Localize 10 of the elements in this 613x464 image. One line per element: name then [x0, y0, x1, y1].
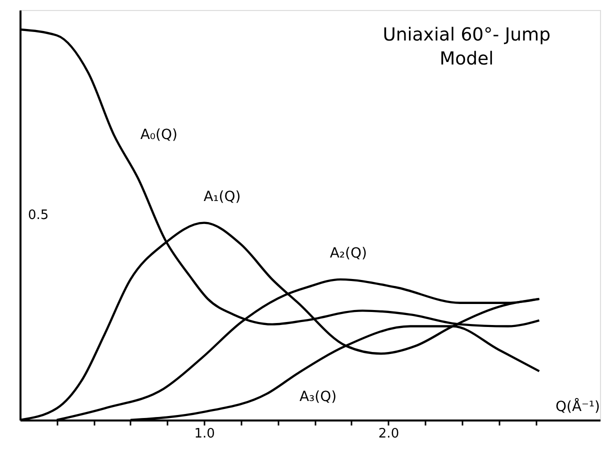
- x-tick-label: 1.0: [194, 426, 215, 442]
- x-tick-label: 2.0: [378, 426, 400, 442]
- series-label: A₁(Q): [204, 188, 241, 205]
- series-label: A₃(Q): [299, 389, 337, 406]
- text: Model: [440, 48, 494, 70]
- text: Uniaxial 60°- Jump: [382, 24, 551, 46]
- series-label: A₂(Q): [330, 245, 367, 262]
- annotation: 0.5: [28, 208, 49, 223]
- x-axis-title: Q(Å⁻¹): [555, 398, 600, 415]
- series-label: A₀(Q): [140, 126, 178, 143]
